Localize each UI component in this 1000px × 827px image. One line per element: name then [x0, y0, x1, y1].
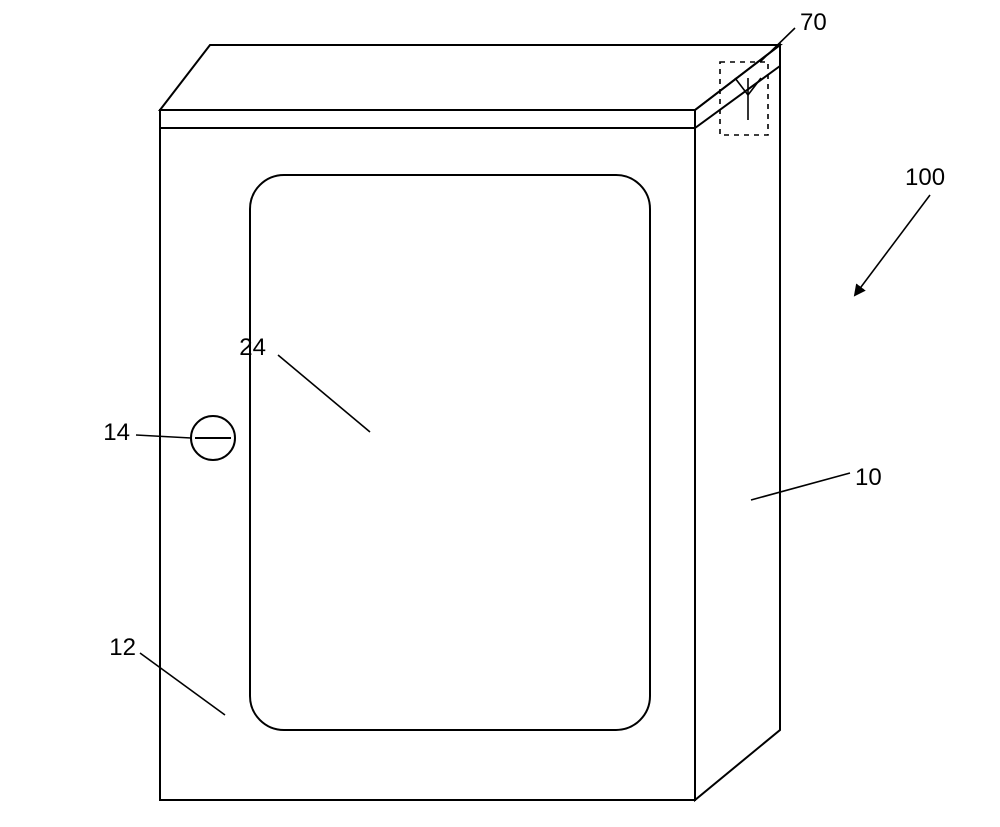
leader-l12 — [140, 653, 225, 715]
leader-l24 — [278, 355, 370, 432]
cabinet-top-face — [160, 45, 780, 110]
cabinet-front-face — [160, 110, 695, 800]
labels-layer: 70 100 10 24 14 12 — [103, 9, 945, 715]
label-l100: 100 — [905, 164, 945, 191]
door-panel — [250, 175, 650, 730]
label-l70: 70 — [800, 9, 827, 36]
cabinet — [160, 45, 780, 800]
label-l24: 24 — [239, 334, 266, 361]
figure-canvas: 70 100 10 24 14 12 — [0, 0, 1000, 827]
antenna-symbol-part-2 — [748, 78, 761, 95]
leader-l10 — [751, 473, 850, 500]
antenna-symbol-part-1 — [735, 78, 748, 95]
leader-l14 — [136, 435, 191, 438]
leader-arrow-l100 — [855, 195, 930, 295]
cabinet-side-face — [695, 45, 780, 800]
label-l12: 12 — [109, 634, 136, 661]
label-l14: 14 — [103, 419, 130, 446]
label-l10: 10 — [855, 464, 882, 491]
